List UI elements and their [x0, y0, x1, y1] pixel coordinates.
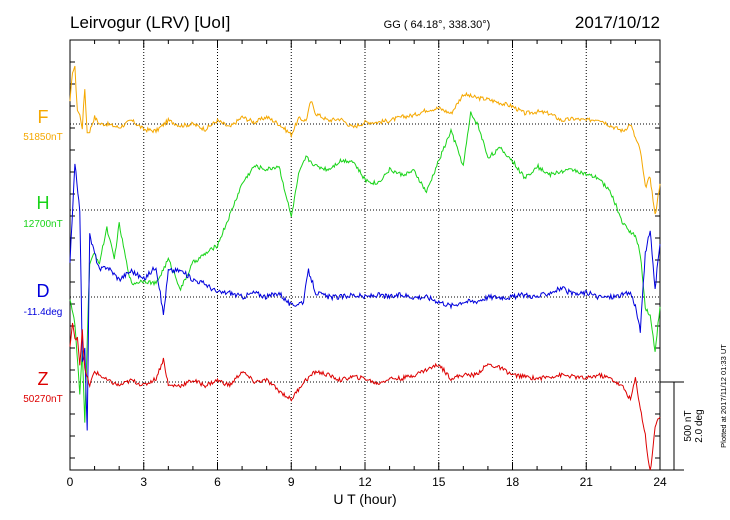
baseline-label-D: -11.4deg	[24, 307, 63, 318]
x-tick-label: 0	[67, 475, 74, 489]
series-line-Z	[69, 322, 661, 471]
series-lines	[69, 65, 661, 471]
x-tick-label: 24	[653, 475, 667, 489]
x-tick-label: 12	[358, 475, 372, 489]
baseline-label-F: 51850nT	[23, 132, 62, 143]
series-label-D: D	[37, 281, 50, 301]
baseline-label-Z: 50270nT	[23, 394, 62, 405]
grid-lines	[70, 40, 660, 470]
x-tick-label: 3	[140, 475, 147, 489]
plot-frame	[69, 39, 661, 471]
station-coords: GG ( 64.18°, 338.30°)	[384, 19, 491, 31]
series-label-Z: Z	[38, 369, 49, 389]
plotted-at-note: Plotted at 2017/11/12 01:33 UT	[719, 344, 728, 448]
series-line-H	[69, 111, 661, 423]
x-tick-labels: 0 3 6 9 12 15 18 21 24	[67, 475, 667, 489]
series-line-D	[69, 163, 661, 431]
scale-label-deg: 2.0 deg	[694, 409, 705, 442]
x-tick-label: 9	[288, 475, 295, 489]
series-line-F	[69, 65, 661, 215]
x-axis-label: U T (hour)	[333, 491, 396, 507]
x-tick-label: 6	[214, 475, 221, 489]
station-title: Leirvogur (LRV) [UoI]	[70, 13, 230, 32]
scale-bar	[660, 381, 684, 471]
scale-label-nt: 500 nT	[683, 410, 694, 441]
baseline-label-H: 12700nT	[23, 219, 62, 230]
series-label-F: F	[38, 107, 49, 127]
x-tick-label: 18	[506, 475, 520, 489]
plot-date: 2017/10/12	[575, 13, 660, 32]
axis-ticks	[69, 40, 661, 470]
series-label-H: H	[37, 193, 50, 213]
x-tick-label: 21	[580, 475, 594, 489]
x-tick-label: 15	[432, 475, 446, 489]
